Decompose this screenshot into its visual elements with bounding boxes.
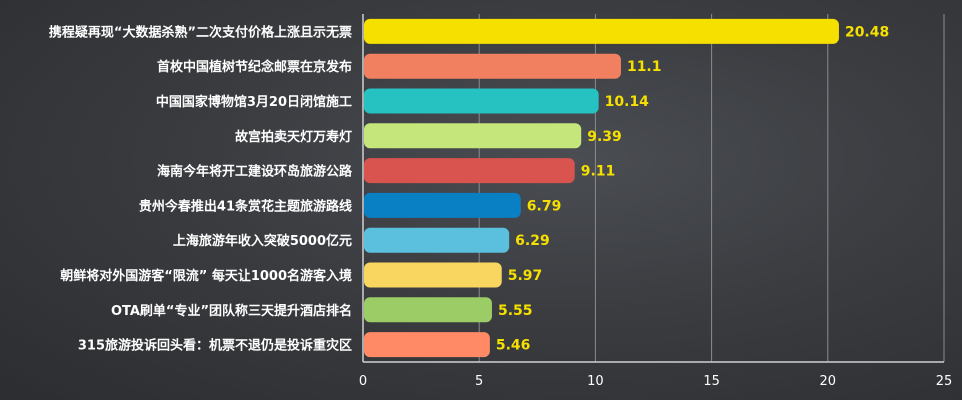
x-tick-label: 10 [587, 374, 604, 389]
bar [364, 297, 492, 323]
category-label: OTA刷单“专业”团队称三天提升酒店排名 [111, 303, 352, 319]
category-label: 携程疑再现“大数据杀熟”二次支付价格上涨且示无票 [49, 24, 352, 40]
x-tick-label: 5 [475, 374, 483, 389]
value-label: 11.1 [627, 59, 662, 75]
x-tick-label: 20 [820, 374, 837, 389]
bars: 携程疑再现“大数据杀熟”二次支付价格上涨且示无票 20.48 首枚中国植树节纪念邮票… [49, 18, 889, 358]
x-tick-label: 0 [359, 374, 367, 389]
bar [364, 262, 502, 288]
category-label: 上海旅游年收入突破5000亿元 [173, 233, 352, 249]
bar [364, 332, 490, 358]
bar [364, 53, 621, 79]
bar [364, 18, 839, 44]
value-label: 20.48 [845, 24, 889, 40]
bar [364, 227, 510, 253]
category-label: 315旅游投诉回头看：机票不退仍是投诉重灾区 [78, 338, 352, 354]
value-label: 9.11 [581, 164, 616, 180]
value-label: 5.46 [496, 338, 531, 354]
category-label: 故宫拍卖天灯万寿灯 [235, 129, 352, 145]
category-label: 首枚中国植树节纪念邮票在京发布 [157, 59, 352, 75]
value-label: 6.29 [515, 233, 550, 249]
value-label: 5.97 [508, 268, 543, 284]
value-label: 6.79 [527, 198, 562, 214]
bar [364, 158, 575, 184]
value-label: 10.14 [605, 94, 650, 110]
bar [364, 88, 599, 114]
category-label: 朝鲜将对外国游客“限流” 每天让1000名游客入境 [60, 268, 352, 284]
category-label: 贵州今春推出41条赏花主题旅游路线 [139, 198, 352, 214]
x-axis: 0 5 10 15 20 25 [359, 14, 952, 389]
x-tick-label: 25 [936, 374, 953, 389]
category-label: 中国国家博物馆3月20日闭馆施工 [156, 94, 352, 110]
category-label: 海南今年将开工建设环岛旅游公路 [157, 164, 353, 180]
bar [364, 123, 582, 149]
value-label: 9.39 [587, 129, 622, 145]
x-tick-label: 15 [703, 374, 720, 389]
bar [364, 192, 521, 218]
value-label: 5.55 [498, 303, 533, 319]
